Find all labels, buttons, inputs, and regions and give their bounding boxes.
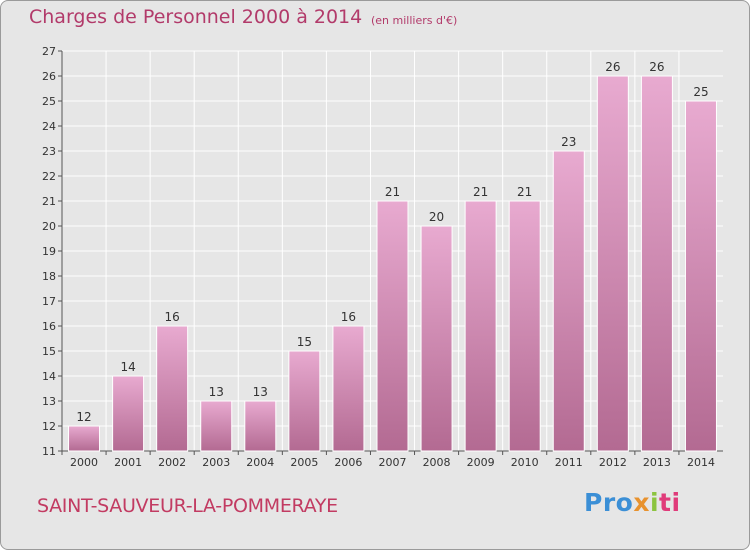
x-tick-label: 2003 bbox=[202, 456, 230, 469]
x-tick-label: 2011 bbox=[555, 456, 583, 469]
data-label: 26 bbox=[605, 60, 620, 74]
y-tick-label: 12 bbox=[42, 420, 56, 433]
chart-subtitle: (en milliers d'€) bbox=[371, 14, 458, 27]
y-tick-label: 20 bbox=[42, 220, 56, 233]
y-tick-label: 14 bbox=[42, 370, 56, 383]
logo-part: Pro bbox=[584, 488, 634, 517]
bar-2004 bbox=[244, 400, 277, 452]
proxiti-logo: Proxiti bbox=[584, 488, 681, 517]
y-tick-label: 13 bbox=[42, 395, 56, 408]
bar-2007 bbox=[376, 200, 409, 452]
data-label: 13 bbox=[209, 385, 224, 399]
y-tick-label: 25 bbox=[42, 95, 56, 108]
bar-2011 bbox=[552, 150, 585, 452]
x-tick-label: 2006 bbox=[334, 456, 362, 469]
bar-layer bbox=[68, 75, 717, 452]
x-tick-label: 2001 bbox=[114, 456, 142, 469]
data-label: 13 bbox=[253, 385, 268, 399]
bar-2010 bbox=[508, 200, 541, 452]
x-tick-label: 2007 bbox=[379, 456, 407, 469]
data-label: 23 bbox=[561, 135, 576, 149]
y-tick-label: 22 bbox=[42, 170, 56, 183]
y-tick-label: 27 bbox=[42, 45, 56, 58]
data-label: 16 bbox=[341, 310, 356, 324]
y-tick-label: 23 bbox=[42, 145, 56, 158]
data-label: 21 bbox=[517, 185, 532, 199]
bar-2012 bbox=[596, 75, 629, 452]
y-tick-label: 19 bbox=[42, 245, 56, 258]
logo-part: ti bbox=[659, 488, 681, 517]
bar-2009 bbox=[464, 200, 497, 452]
x-tick-label: 2013 bbox=[643, 456, 671, 469]
data-label: 21 bbox=[385, 185, 400, 199]
x-tick-label: 2005 bbox=[290, 456, 318, 469]
x-tick-label: 2008 bbox=[423, 456, 451, 469]
y-tick-label: 21 bbox=[42, 195, 56, 208]
x-tick-label: 2009 bbox=[467, 456, 495, 469]
commune-name: SAINT-SAUVEUR-LA-POMMERAYE bbox=[37, 495, 338, 517]
x-tick-label: 2004 bbox=[246, 456, 274, 469]
bar-2001 bbox=[112, 375, 145, 452]
logo-part: i bbox=[649, 488, 660, 517]
bar-2000 bbox=[68, 425, 101, 452]
bar-2002 bbox=[156, 325, 189, 452]
x-tick-label: 2002 bbox=[158, 456, 186, 469]
y-tick-label: 17 bbox=[42, 295, 56, 308]
bar-2013 bbox=[640, 75, 673, 452]
x-tick-label: 2000 bbox=[70, 456, 98, 469]
x-tick-label: 2012 bbox=[599, 456, 627, 469]
data-label: 25 bbox=[693, 85, 708, 99]
bar-2003 bbox=[200, 400, 233, 452]
data-label: 26 bbox=[649, 60, 664, 74]
y-tick-label: 11 bbox=[42, 445, 56, 458]
data-label: 21 bbox=[473, 185, 488, 199]
y-tick-label: 15 bbox=[42, 345, 56, 358]
data-label: 14 bbox=[120, 360, 135, 374]
data-label: 16 bbox=[165, 310, 180, 324]
data-label: 15 bbox=[297, 335, 312, 349]
data-label: 20 bbox=[429, 210, 444, 224]
y-tick-label: 18 bbox=[42, 270, 56, 283]
label-layer: 2000 12 2001 14 2002 16 2003 13 2004 13 2005 15 2006… bbox=[70, 60, 715, 469]
x-tick-label: 2014 bbox=[687, 456, 715, 469]
bar-2005 bbox=[288, 350, 321, 452]
bar-2008 bbox=[420, 225, 453, 452]
data-label: 12 bbox=[76, 410, 91, 424]
bar-2014 bbox=[684, 100, 717, 452]
y-tick-label: 16 bbox=[42, 320, 56, 333]
bar-2006 bbox=[332, 325, 365, 452]
y-tick-label: 26 bbox=[42, 70, 56, 83]
logo-part: x bbox=[633, 488, 650, 517]
chart-title: Charges de Personnel 2000 à 2014 bbox=[29, 6, 363, 28]
y-tick-label: 24 bbox=[42, 120, 56, 133]
x-tick-label: 2010 bbox=[511, 456, 539, 469]
